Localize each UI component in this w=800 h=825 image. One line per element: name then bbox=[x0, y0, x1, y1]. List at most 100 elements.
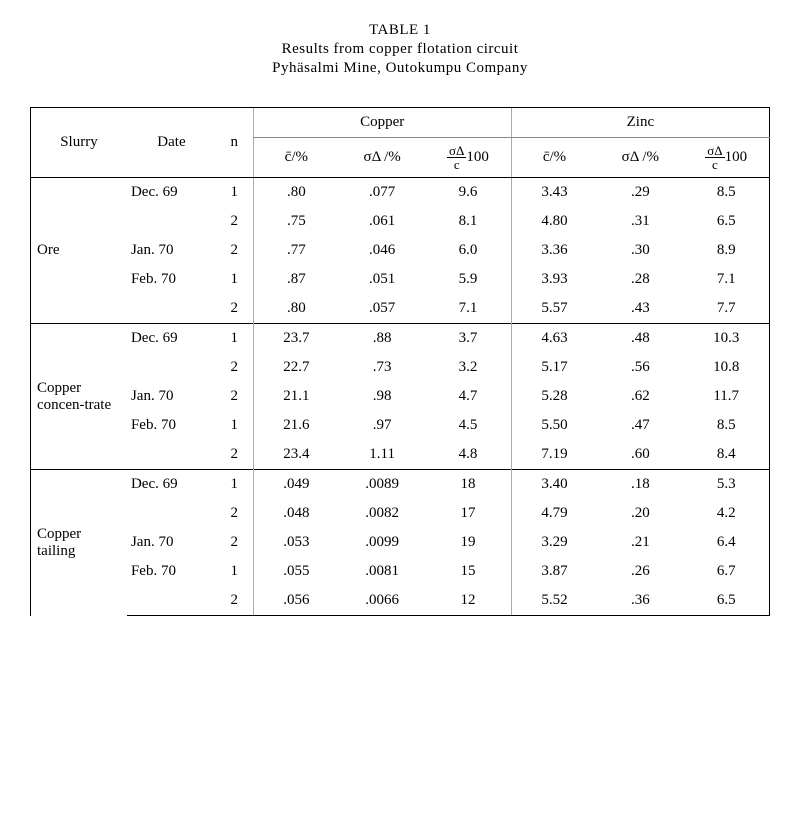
zn-cbar-cell: 5.17 bbox=[511, 353, 597, 382]
n-cell: 1 bbox=[216, 265, 253, 294]
n-cell: 2 bbox=[216, 528, 253, 557]
date-cell bbox=[127, 586, 216, 616]
table-label: TABLE 1 bbox=[30, 22, 770, 39]
col-date: Date bbox=[127, 108, 216, 178]
date-cell: Feb. 70 bbox=[127, 265, 216, 294]
zn-ratio-cell: 8.4 bbox=[683, 440, 769, 470]
table-caption-2: Pyhäsalmi Mine, Outokumpu Company bbox=[30, 60, 770, 77]
table-row: Jan. 702.053.0099193.29.216.4 bbox=[31, 528, 770, 557]
n-cell: 1 bbox=[216, 178, 253, 208]
cu-cbar-cell: .053 bbox=[253, 528, 339, 557]
col-group-copper: Copper bbox=[253, 108, 511, 138]
cu-ratio-cell: 5.9 bbox=[425, 265, 511, 294]
cu-cbar-cell: .049 bbox=[253, 470, 339, 500]
zn-cbar-cell: 4.80 bbox=[511, 207, 597, 236]
zn-sigma-cell: .31 bbox=[597, 207, 683, 236]
cu-ratio-cell: 18 bbox=[425, 470, 511, 500]
date-cell: Dec. 69 bbox=[127, 324, 216, 354]
cu-cbar-cell: .048 bbox=[253, 499, 339, 528]
table-row: 2.056.0066125.52.366.5 bbox=[31, 586, 770, 616]
zn-cbar-cell: 5.52 bbox=[511, 586, 597, 616]
table-row: Feb. 701.87.0515.93.93.287.1 bbox=[31, 265, 770, 294]
zn-cbar-cell: 3.40 bbox=[511, 470, 597, 500]
date-cell bbox=[127, 499, 216, 528]
cu-cbar-cell: 21.6 bbox=[253, 411, 339, 440]
zn-ratio-cell: 11.7 bbox=[683, 382, 769, 411]
n-cell: 2 bbox=[216, 207, 253, 236]
cu-cbar-cell: .055 bbox=[253, 557, 339, 586]
table-row: 2.048.0082174.79.204.2 bbox=[31, 499, 770, 528]
zn-cbar-cell: 4.79 bbox=[511, 499, 597, 528]
cu-sigma-cell: .73 bbox=[339, 353, 425, 382]
cu-sigma-cell: .0066 bbox=[339, 586, 425, 616]
cu-ratio-cell: 4.7 bbox=[425, 382, 511, 411]
cu-sigma-cell: .0081 bbox=[339, 557, 425, 586]
slurry-cell: Ore bbox=[31, 178, 127, 324]
table-body: OreDec. 691.80.0779.63.43.298.52.75.0618… bbox=[31, 178, 770, 616]
n-cell: 2 bbox=[216, 382, 253, 411]
cu-sigma-cell: .0082 bbox=[339, 499, 425, 528]
zn-cbar-cell: 3.43 bbox=[511, 178, 597, 208]
cu-cbar-cell: .77 bbox=[253, 236, 339, 265]
cu-ratio-cell: 4.8 bbox=[425, 440, 511, 470]
cu-ratio-cell: 6.0 bbox=[425, 236, 511, 265]
cu-sigma-cell: .0099 bbox=[339, 528, 425, 557]
table-row: CoppertailingDec. 691.049.0089183.40.185… bbox=[31, 470, 770, 500]
zn-cbar-cell: 3.87 bbox=[511, 557, 597, 586]
zn-ratio-cell: 5.3 bbox=[683, 470, 769, 500]
date-cell: Feb. 70 bbox=[127, 557, 216, 586]
zn-cbar-cell: 5.57 bbox=[511, 294, 597, 324]
table-row: Feb. 70121.6.974.55.50.478.5 bbox=[31, 411, 770, 440]
col-zn-sigma: σΔ /% bbox=[597, 138, 683, 178]
col-zn-cbar: c̄/% bbox=[511, 138, 597, 178]
date-cell: Jan. 70 bbox=[127, 236, 216, 265]
cu-cbar-cell: .056 bbox=[253, 586, 339, 616]
cu-cbar-cell: .80 bbox=[253, 294, 339, 324]
date-cell bbox=[127, 353, 216, 382]
cu-cbar-cell: 22.7 bbox=[253, 353, 339, 382]
n-cell: 2 bbox=[216, 440, 253, 470]
cu-sigma-cell: .88 bbox=[339, 324, 425, 354]
zn-ratio-cell: 7.1 bbox=[683, 265, 769, 294]
zn-sigma-cell: .20 bbox=[597, 499, 683, 528]
date-cell: Jan. 70 bbox=[127, 382, 216, 411]
date-cell bbox=[127, 440, 216, 470]
col-cu-ratio: σΔc100 bbox=[425, 138, 511, 178]
cu-sigma-cell: .0089 bbox=[339, 470, 425, 500]
cu-sigma-cell: .051 bbox=[339, 265, 425, 294]
table-row: Jan. 702.77.0466.03.36.308.9 bbox=[31, 236, 770, 265]
zn-ratio-cell: 8.5 bbox=[683, 411, 769, 440]
cu-ratio-cell: 7.1 bbox=[425, 294, 511, 324]
cu-cbar-cell: 23.7 bbox=[253, 324, 339, 354]
zn-sigma-cell: .43 bbox=[597, 294, 683, 324]
zn-ratio-cell: 8.9 bbox=[683, 236, 769, 265]
zn-sigma-cell: .36 bbox=[597, 586, 683, 616]
cu-ratio-cell: 8.1 bbox=[425, 207, 511, 236]
col-group-zinc: Zinc bbox=[511, 108, 769, 138]
cu-cbar-cell: 21.1 bbox=[253, 382, 339, 411]
cu-ratio-cell: 3.7 bbox=[425, 324, 511, 354]
cu-sigma-cell: .046 bbox=[339, 236, 425, 265]
zn-sigma-cell: .60 bbox=[597, 440, 683, 470]
n-cell: 2 bbox=[216, 586, 253, 616]
date-cell bbox=[127, 207, 216, 236]
zn-ratio-cell: 4.2 bbox=[683, 499, 769, 528]
cu-ratio-cell: 9.6 bbox=[425, 178, 511, 208]
table-row: 223.41.114.87.19.608.4 bbox=[31, 440, 770, 470]
table-header: Slurry Date n Copper Zinc c̄/% σΔ /% σΔc… bbox=[31, 108, 770, 178]
zn-ratio-cell: 10.3 bbox=[683, 324, 769, 354]
zn-sigma-cell: .21 bbox=[597, 528, 683, 557]
col-n: n bbox=[216, 108, 253, 178]
slurry-cell: Copperconcen-trate bbox=[31, 324, 127, 470]
slurry-cell: Coppertailing bbox=[31, 470, 127, 616]
zn-sigma-cell: .56 bbox=[597, 353, 683, 382]
cu-sigma-cell: 1.11 bbox=[339, 440, 425, 470]
n-cell: 2 bbox=[216, 294, 253, 324]
zn-ratio-cell: 6.5 bbox=[683, 207, 769, 236]
zn-sigma-cell: .28 bbox=[597, 265, 683, 294]
zn-ratio-cell: 7.7 bbox=[683, 294, 769, 324]
n-cell: 1 bbox=[216, 470, 253, 500]
zn-cbar-cell: 4.63 bbox=[511, 324, 597, 354]
zn-ratio-cell: 10.8 bbox=[683, 353, 769, 382]
date-cell bbox=[127, 294, 216, 324]
